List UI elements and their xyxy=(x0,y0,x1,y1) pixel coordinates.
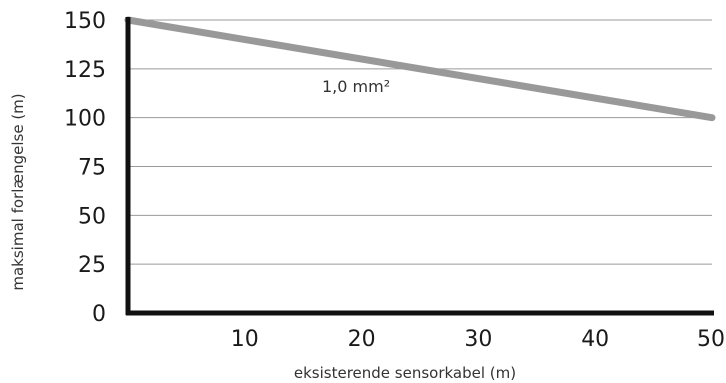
series-line-0 xyxy=(124,16,716,122)
x-tick-labels: 10 20 30 40 50 xyxy=(231,327,725,352)
series-label: 1,0 mm² xyxy=(322,77,390,96)
y-tick-labels: 0 25 50 75 100 125 150 xyxy=(64,9,106,327)
y-tick-label-25: 25 xyxy=(78,253,106,278)
y-tick-label-125: 125 xyxy=(64,58,106,83)
x-tick-label-10: 10 xyxy=(231,327,259,352)
y-tick-label-75: 75 xyxy=(78,156,106,181)
y-tick-label-50: 50 xyxy=(78,204,106,229)
y-tick-label-0: 0 xyxy=(92,302,106,327)
series-group xyxy=(124,16,716,122)
x-tick-label-40: 40 xyxy=(581,327,609,352)
x-axis-label: eksisterende sensorkabel (m) xyxy=(294,364,516,382)
x-tick-label-20: 20 xyxy=(348,327,376,352)
y-tick-label-100: 100 xyxy=(64,107,106,132)
x-tick-label-50: 50 xyxy=(697,327,725,352)
x-tick-label-30: 30 xyxy=(464,327,492,352)
y-axis-label: maksimal forlængelse (m) xyxy=(9,93,27,290)
axes xyxy=(125,17,714,316)
y-tick-label-150: 150 xyxy=(64,9,106,34)
grid-lines xyxy=(128,19,712,265)
